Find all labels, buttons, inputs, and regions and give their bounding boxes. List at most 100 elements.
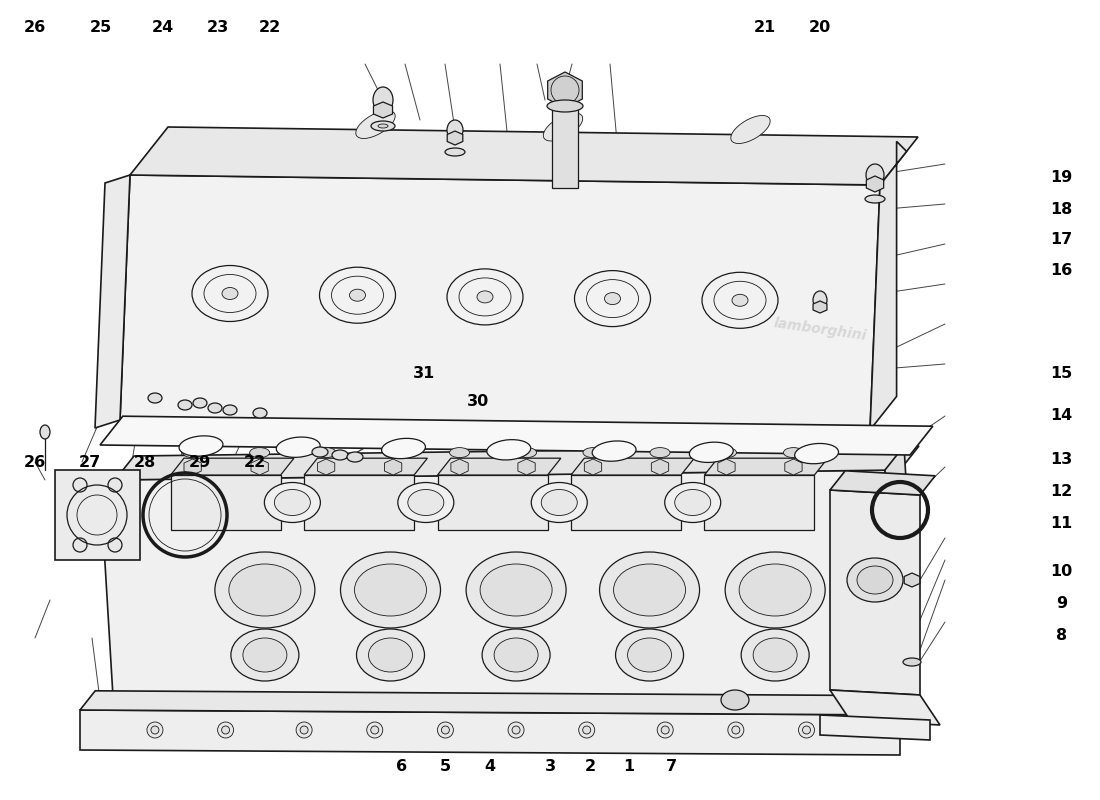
Ellipse shape [482,629,550,681]
Ellipse shape [480,564,552,616]
Ellipse shape [741,629,810,681]
Text: 10: 10 [1050,565,1072,579]
Ellipse shape [148,393,162,403]
Circle shape [300,726,308,734]
Text: 6: 6 [396,759,407,774]
Ellipse shape [231,629,299,681]
Ellipse shape [179,436,223,456]
Ellipse shape [543,113,583,141]
Text: 13: 13 [1050,453,1072,467]
Text: 2: 2 [585,759,596,774]
Ellipse shape [547,100,583,112]
Circle shape [221,726,230,734]
Circle shape [583,726,591,734]
Text: 25: 25 [90,21,112,35]
Circle shape [579,722,595,738]
Circle shape [728,722,744,738]
Polygon shape [571,458,694,475]
Text: 7: 7 [666,759,676,774]
Circle shape [441,726,450,734]
Ellipse shape [627,638,671,672]
Ellipse shape [274,490,310,515]
Ellipse shape [903,658,921,666]
Ellipse shape [331,276,384,314]
Polygon shape [95,175,130,428]
Text: 8: 8 [1056,629,1067,643]
Text: 27: 27 [79,455,101,470]
Polygon shape [304,475,414,530]
Ellipse shape [494,638,538,672]
Ellipse shape [222,287,238,299]
Ellipse shape [754,638,798,672]
Polygon shape [438,475,548,530]
Ellipse shape [378,124,388,128]
Text: 14: 14 [1050,409,1072,423]
Polygon shape [813,301,827,313]
Polygon shape [518,459,536,475]
Ellipse shape [866,164,884,186]
Ellipse shape [183,448,202,458]
Polygon shape [80,710,900,755]
Text: 28: 28 [134,455,156,470]
Text: eurospares: eurospares [585,210,779,238]
Text: eurospares: eurospares [585,594,779,622]
Ellipse shape [398,482,454,522]
Ellipse shape [264,482,320,522]
Ellipse shape [664,482,720,522]
Ellipse shape [847,558,903,602]
Polygon shape [130,127,918,185]
Text: 26: 26 [24,21,46,35]
Ellipse shape [674,490,711,515]
Ellipse shape [214,552,315,628]
Polygon shape [55,470,140,560]
Ellipse shape [447,269,522,325]
Ellipse shape [517,448,537,458]
Ellipse shape [857,566,893,594]
Circle shape [296,722,312,738]
Text: 15: 15 [1050,366,1072,381]
Bar [552,108,578,188]
Circle shape [657,722,673,738]
Polygon shape [116,446,918,480]
Circle shape [732,726,740,734]
Ellipse shape [276,437,320,458]
Circle shape [73,538,87,552]
Circle shape [151,726,158,734]
Ellipse shape [341,552,440,628]
Ellipse shape [371,121,395,131]
Polygon shape [886,446,918,720]
Ellipse shape [204,274,256,313]
Polygon shape [830,690,940,725]
Text: 3: 3 [544,759,556,774]
Circle shape [438,722,453,738]
Ellipse shape [446,148,465,156]
Ellipse shape [720,690,749,710]
Ellipse shape [368,638,412,672]
Text: 21: 21 [754,21,776,35]
Polygon shape [784,459,802,475]
Ellipse shape [732,294,748,306]
Polygon shape [120,175,880,430]
Text: 11: 11 [1050,517,1072,531]
Text: 31: 31 [412,366,434,381]
Text: 26: 26 [24,455,46,470]
Ellipse shape [350,289,365,302]
Polygon shape [451,459,469,475]
Ellipse shape [541,490,578,515]
Text: 29: 29 [189,455,211,470]
Polygon shape [904,573,920,587]
Polygon shape [100,470,900,730]
Ellipse shape [583,448,603,458]
Text: 18: 18 [1050,202,1072,217]
Ellipse shape [702,272,778,328]
Ellipse shape [725,552,825,628]
Text: 12: 12 [1050,485,1072,499]
Circle shape [508,722,524,738]
Ellipse shape [316,448,337,458]
Ellipse shape [477,291,493,303]
Ellipse shape [243,638,287,672]
Polygon shape [830,490,920,695]
Polygon shape [438,458,561,475]
Ellipse shape [466,552,566,628]
Text: lamborghini: lamborghini [772,317,868,343]
